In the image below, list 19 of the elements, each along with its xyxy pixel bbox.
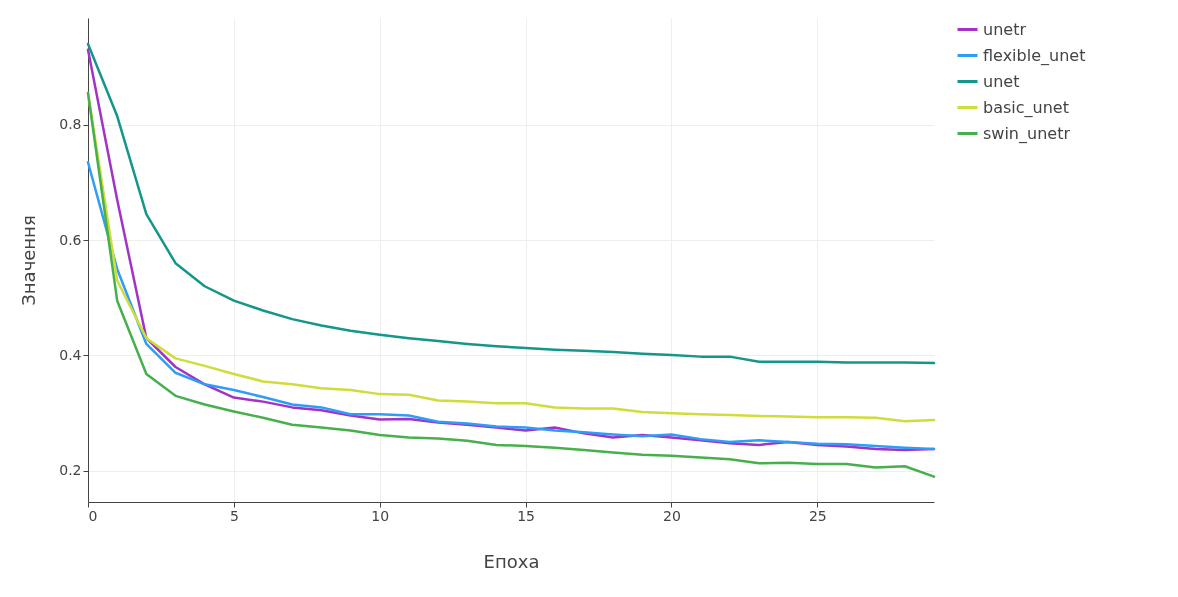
legend-label: basic_unet <box>983 97 1069 118</box>
x-tick-label: 25 <box>808 507 827 524</box>
legend-label: flexible_unet <box>983 45 1086 66</box>
legend-label: unet <box>983 71 1020 91</box>
y-tick-label: 0.2 <box>59 462 82 479</box>
x-tick-label: 10 <box>371 507 390 524</box>
line-series <box>86 42 936 365</box>
legend-label: unetr <box>983 19 1027 39</box>
line-series <box>86 160 936 451</box>
x-tick-label: 20 <box>663 507 681 524</box>
y-tick-label: 0.4 <box>59 346 82 363</box>
x-tick-label: 5 <box>229 507 239 524</box>
x-tick-label: 0 <box>88 507 98 524</box>
y-axis-title: Значення <box>18 215 40 306</box>
x-axis-title: Епоха <box>483 550 540 572</box>
y-tick-label: 0.8 <box>59 116 82 133</box>
x-tick-label: 15 <box>517 507 535 524</box>
legend-label: swin_unetr <box>983 123 1071 144</box>
y-tick-label: 0.6 <box>59 231 82 248</box>
